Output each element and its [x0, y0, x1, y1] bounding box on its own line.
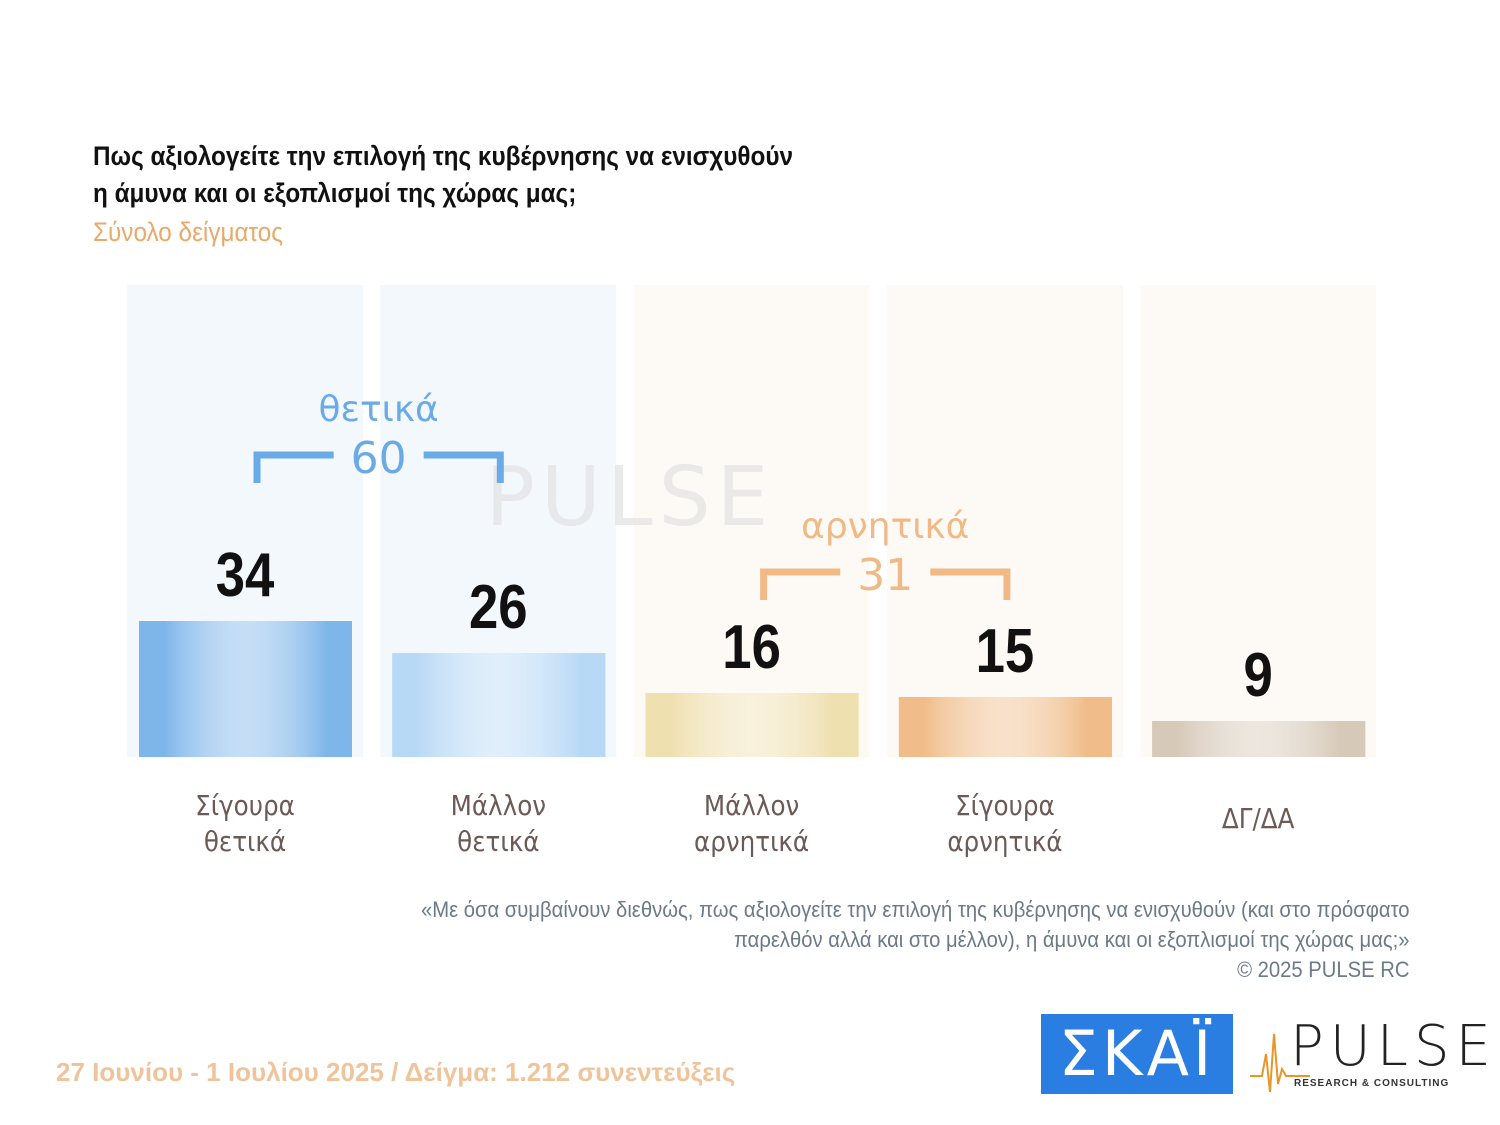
data-label: 34 — [216, 541, 275, 610]
group-label: θετικά — [319, 389, 439, 430]
title-line: Πως αξιολογείτε την επιλογή της κυβέρνησ… — [93, 141, 794, 171]
category-label: θετικά — [457, 827, 539, 859]
bar-highlight — [139, 621, 352, 757]
category-label: Μάλλον — [704, 791, 799, 823]
column-background — [886, 285, 1123, 757]
column-background — [633, 285, 870, 757]
data-label: 9 — [1244, 641, 1273, 710]
question-note: «Με όσα συμβαίνουν διεθνώς, πως αξιολογε… — [421, 895, 1410, 985]
bar-highlight — [645, 693, 859, 757]
category-label: Σίγουρα — [195, 791, 295, 823]
group-total: 60 — [351, 433, 407, 484]
group-label: αρνητικά — [801, 506, 969, 547]
data-label: 16 — [722, 613, 781, 682]
category-label: αρνητικά — [694, 827, 809, 859]
column-background — [1140, 285, 1377, 757]
category-label: Σίγουρα — [955, 791, 1055, 823]
note-line: «Με όσα συμβαίνουν διεθνώς, πως αξιολογε… — [421, 897, 1410, 922]
bar-highlight — [1152, 721, 1366, 757]
chart-subtitle: Σύνολο δείγματος — [93, 217, 283, 247]
data-label: 15 — [976, 617, 1035, 686]
title-line: η άμυνα και οι εξοπλισμοί της χώρας μας; — [93, 178, 577, 208]
bar-highlight — [392, 653, 606, 757]
watermark-logo: PULSE — [485, 450, 774, 545]
group-bracket — [253, 451, 504, 483]
data-label: 26 — [469, 573, 528, 642]
category-label: αρνητικά — [947, 827, 1062, 859]
category-label: ΔΓ/ΔΑ — [1222, 804, 1295, 836]
pulse-logo: PULSE RESEARCH & CONSULTING — [1250, 1014, 1491, 1094]
chart-title: Πως αξιολογείτε την επιλογή της κυβέρνησ… — [93, 138, 793, 212]
copyright: © 2025 PULSE RC — [1237, 957, 1410, 982]
bar-highlight — [898, 697, 1112, 757]
footer-date-sample: 27 Ιουνίου - 1 Ιουλίου 2025 / Δείγμα: 1.… — [56, 1057, 736, 1087]
category-label: θετικά — [204, 827, 286, 859]
group-bracket — [760, 568, 1011, 600]
note-line: παρελθόν αλλά και στο μέλλον), η άμυνα κ… — [734, 927, 1410, 952]
skai-logo: ΣΚΑΪ — [1041, 1014, 1233, 1094]
group-total: 31 — [857, 550, 913, 601]
category-label: Μάλλον — [451, 791, 546, 823]
